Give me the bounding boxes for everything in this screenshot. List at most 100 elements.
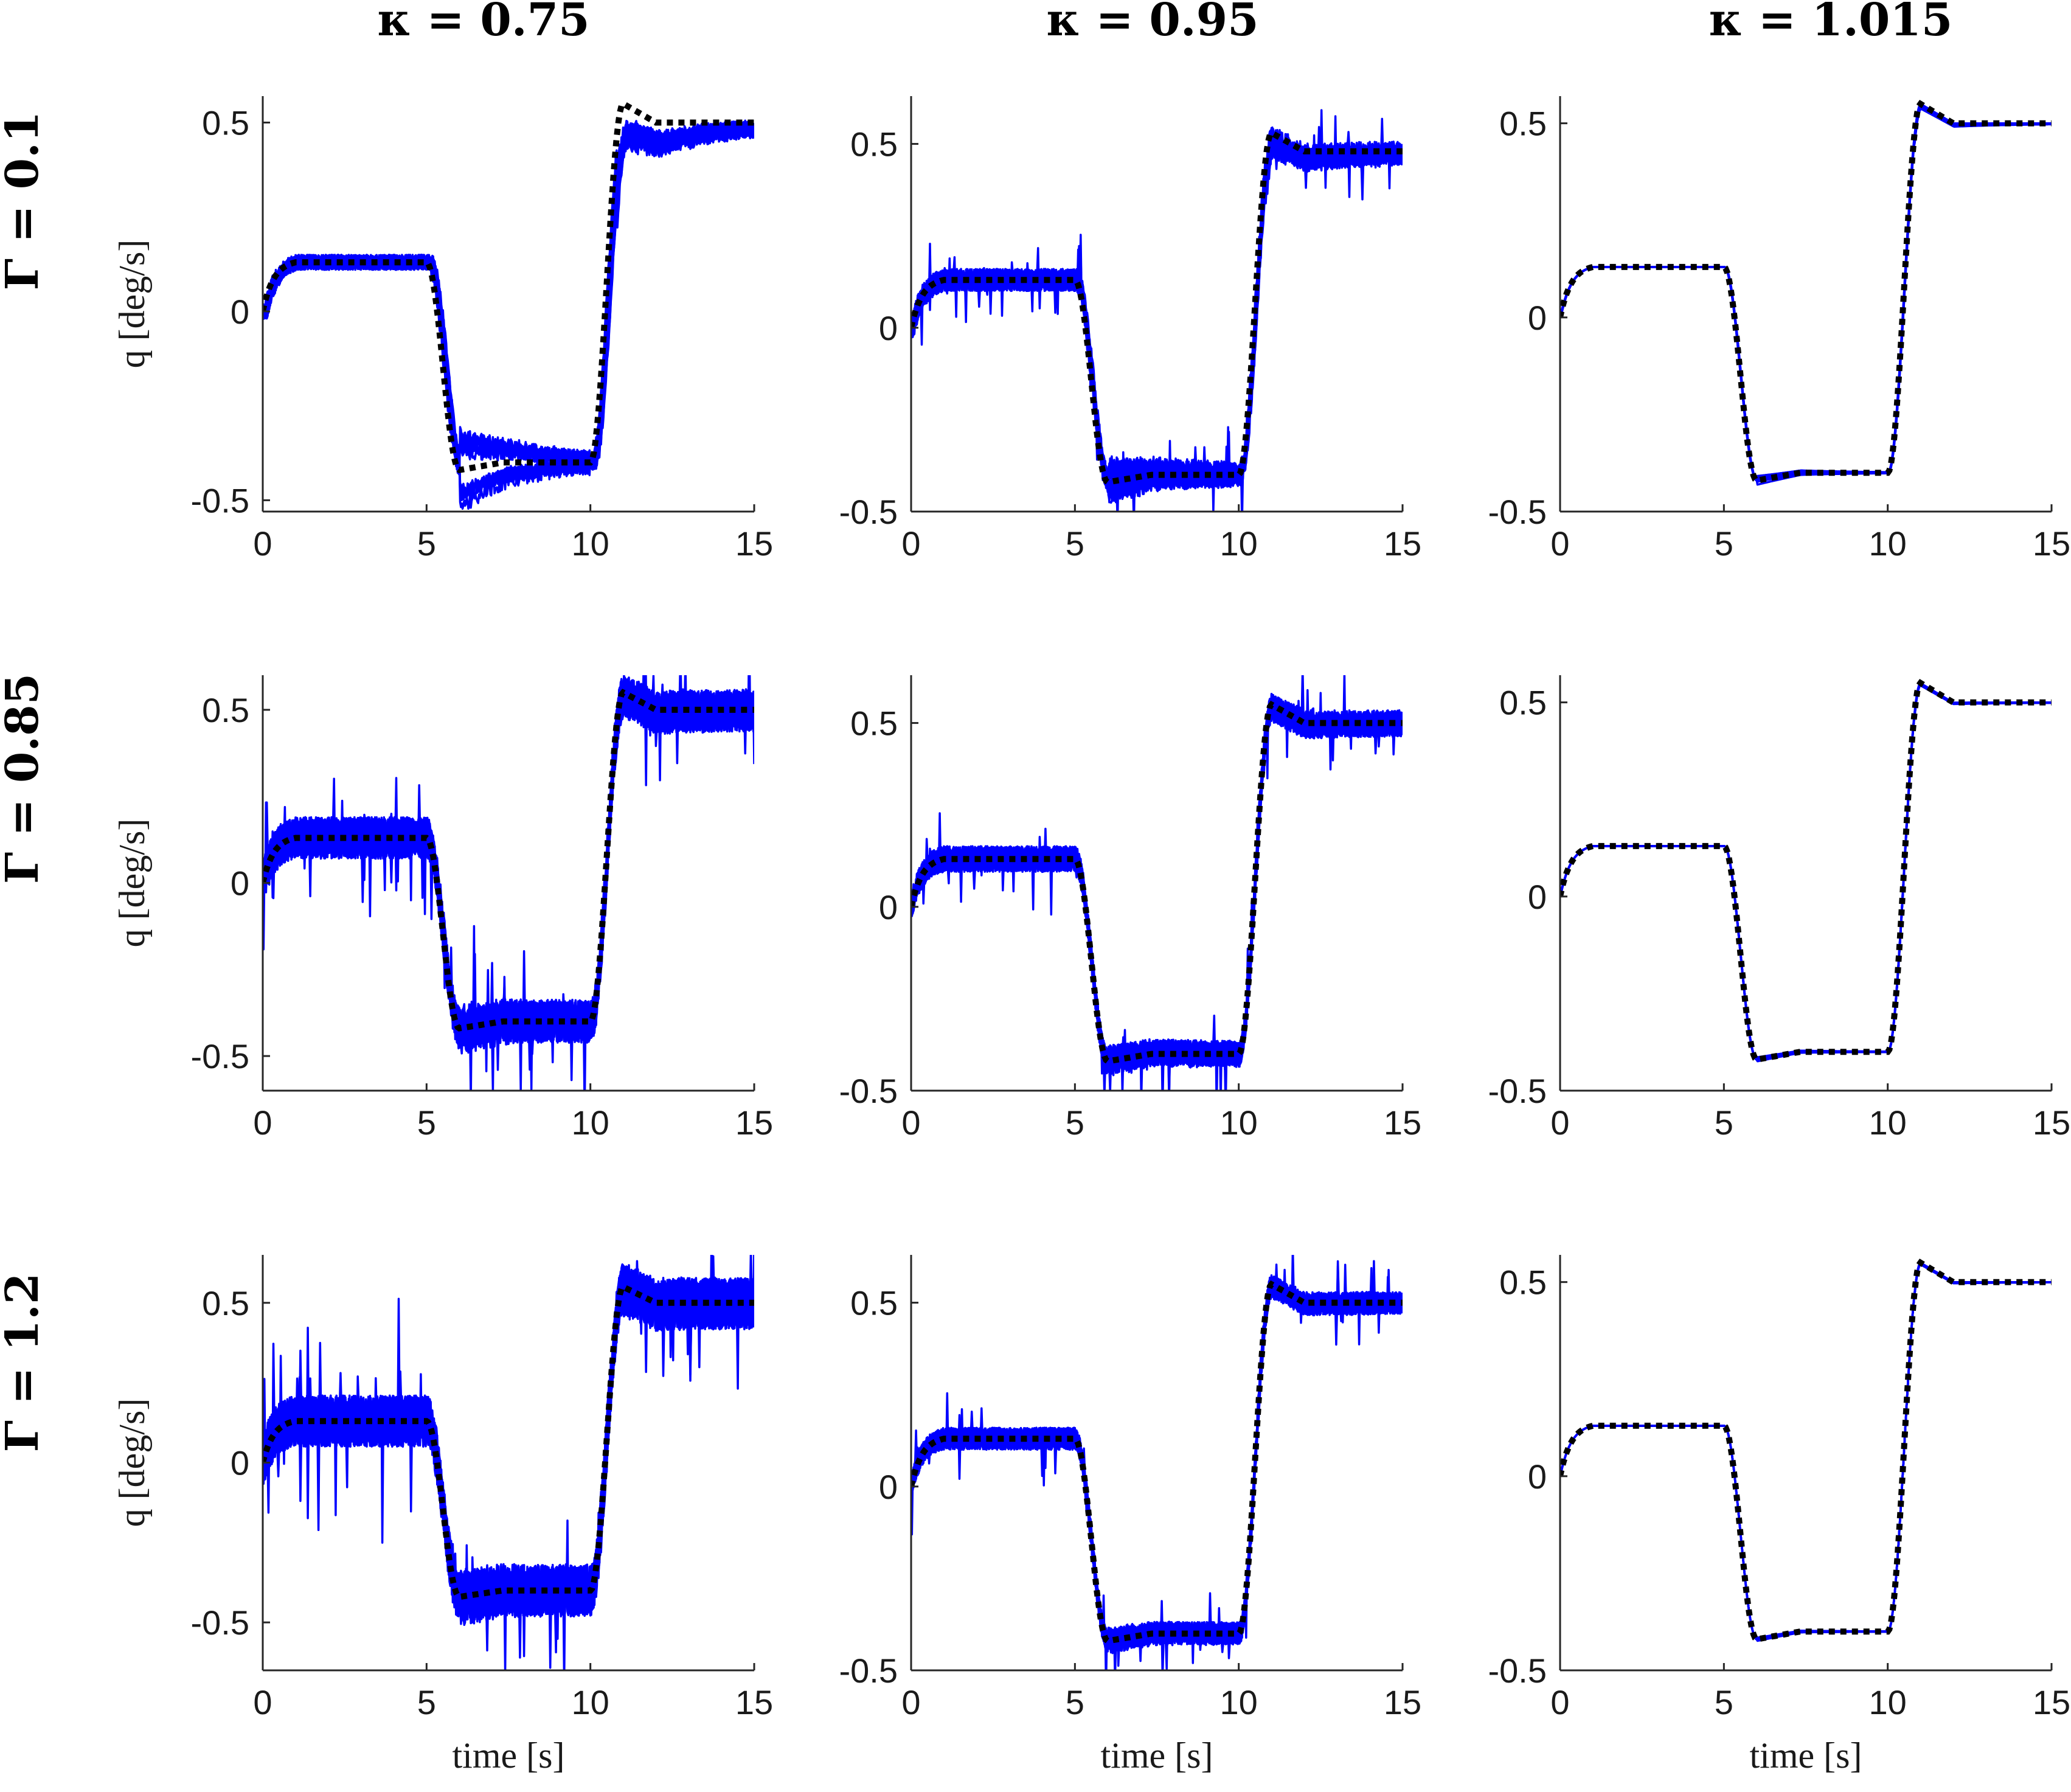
run-trace bbox=[911, 134, 1403, 486]
run-trace bbox=[911, 693, 1403, 1074]
run-traces bbox=[263, 1255, 754, 1670]
run-trace bbox=[1560, 1263, 2052, 1642]
x-tick-label: 0 bbox=[253, 1103, 272, 1142]
y-tick-label: 0 bbox=[231, 864, 249, 903]
run-trace bbox=[263, 120, 754, 468]
run-trace bbox=[1560, 107, 2052, 486]
y-tick-label: 0 bbox=[231, 1444, 249, 1482]
x-tick-label: 10 bbox=[1220, 524, 1258, 563]
run-trace bbox=[911, 132, 1403, 490]
run-trace bbox=[911, 137, 1403, 501]
x-tick-label: 5 bbox=[1715, 1683, 1733, 1721]
run-trace bbox=[1560, 103, 2052, 482]
run-traces bbox=[263, 119, 754, 510]
reference-line bbox=[1560, 679, 2052, 1063]
x-tick-label: 15 bbox=[2033, 524, 2070, 563]
run-trace bbox=[263, 1266, 754, 1619]
run-trace bbox=[1560, 683, 2052, 1061]
y-tick-label: -0.5 bbox=[191, 481, 250, 519]
run-trace bbox=[263, 120, 754, 472]
subplot-r0-c0: 0 5 10 15-0.500.5q [deg/s] bbox=[112, 96, 773, 563]
row-title-2: Γ = 1.2 bbox=[0, 1273, 49, 1453]
run-traces bbox=[1560, 682, 2052, 1063]
run-trace bbox=[1560, 684, 2052, 1061]
run-trace bbox=[263, 121, 754, 499]
run-trace bbox=[1560, 684, 2052, 1063]
run-trace bbox=[911, 137, 1403, 504]
run-trace bbox=[1560, 105, 2052, 482]
subplot-r1-c2: 0 5 10 15-0.500.5 bbox=[1488, 675, 2070, 1142]
y-tick-label: -0.5 bbox=[839, 1072, 898, 1110]
y-tick-label: -0.5 bbox=[1488, 493, 1547, 531]
subplot-r2-c0: 0 5 10 15 -0.5 0 0.5 q [deg/s] time [s] bbox=[112, 1255, 773, 1776]
y-tick-label: 0 bbox=[879, 888, 898, 926]
run-trace bbox=[1560, 1262, 2052, 1641]
y-tick-label: 0 bbox=[1528, 299, 1547, 337]
x-tick-label: 5 bbox=[1066, 1103, 1084, 1142]
run-trace bbox=[911, 1260, 1403, 1670]
run-trace bbox=[263, 679, 754, 1091]
x-axis-label: time [s] bbox=[1101, 1735, 1213, 1776]
run-trace bbox=[1560, 1262, 2052, 1641]
x-tick-label: 5 bbox=[417, 1103, 436, 1142]
x-tick-label: 10 bbox=[572, 1683, 609, 1721]
x-tick-label: 10 bbox=[1869, 1103, 1907, 1142]
run-trace bbox=[1560, 1263, 2052, 1642]
reference-line bbox=[1560, 1259, 2052, 1643]
column-title-2: κ = 1.015 bbox=[1709, 0, 1953, 46]
run-traces bbox=[911, 1255, 1403, 1670]
x-tick-label: 15 bbox=[2033, 1683, 2070, 1721]
run-trace bbox=[1560, 682, 2052, 1061]
y-tick-label: 0.5 bbox=[202, 103, 249, 142]
x-tick-label: 15 bbox=[735, 1103, 773, 1142]
y-tick-label: 0.5 bbox=[850, 125, 898, 164]
run-trace bbox=[1560, 108, 2052, 482]
run-trace bbox=[263, 123, 754, 471]
run-trace bbox=[1560, 1262, 2052, 1641]
y-tick-label: 0.5 bbox=[850, 1284, 898, 1322]
x-tick-label: 15 bbox=[735, 524, 773, 563]
x-tick-label: 0 bbox=[901, 1103, 920, 1142]
run-trace bbox=[911, 133, 1403, 499]
run-trace bbox=[263, 679, 754, 1055]
run-trace bbox=[911, 698, 1403, 1072]
run-trace bbox=[911, 1268, 1403, 1653]
x-tick-label: 10 bbox=[572, 1103, 609, 1142]
x-tick-label: 5 bbox=[1066, 1683, 1084, 1721]
run-trace bbox=[1560, 1262, 2052, 1641]
run-trace bbox=[1560, 683, 2052, 1062]
reference-line bbox=[263, 689, 754, 1032]
x-tick-label: 10 bbox=[1869, 524, 1907, 563]
x-tick-label: 15 bbox=[1384, 1683, 1421, 1721]
run-trace bbox=[1560, 104, 2052, 483]
y-tick-label: 0.5 bbox=[1499, 105, 1547, 143]
x-tick-label: 10 bbox=[1220, 1683, 1258, 1721]
run-trace bbox=[911, 700, 1403, 1075]
run-trace bbox=[263, 678, 754, 1091]
y-tick-label: 0.5 bbox=[202, 1284, 249, 1322]
run-trace bbox=[1560, 683, 2052, 1062]
reference-line bbox=[911, 700, 1403, 1064]
run-trace bbox=[911, 695, 1403, 1074]
run-trace bbox=[911, 126, 1403, 512]
x-tick-label: 5 bbox=[417, 1683, 436, 1721]
run-trace bbox=[1560, 1263, 2052, 1641]
run-trace bbox=[911, 127, 1403, 493]
row-titles: Γ = 0.1 Γ = 0.85 Γ = 1.2 bbox=[0, 111, 49, 1453]
run-trace bbox=[911, 1282, 1403, 1649]
x-tick-label: 0 bbox=[901, 524, 920, 563]
column-title-0: κ = 0.75 bbox=[377, 0, 589, 46]
y-tick-label: 0 bbox=[879, 1468, 898, 1506]
run-trace bbox=[911, 689, 1403, 1091]
run-trace bbox=[263, 686, 754, 1045]
run-trace bbox=[1560, 107, 2052, 482]
run-trace bbox=[1560, 1263, 2052, 1641]
column-titles: κ = 0.75 κ = 0.95 κ = 1.015 bbox=[377, 0, 1952, 46]
x-tick-label: 15 bbox=[735, 1683, 773, 1721]
x-tick-label: 15 bbox=[1384, 1103, 1421, 1142]
run-trace bbox=[911, 1279, 1403, 1659]
run-trace bbox=[1560, 684, 2052, 1061]
y-axis-label: q [deg/s] bbox=[112, 819, 152, 948]
